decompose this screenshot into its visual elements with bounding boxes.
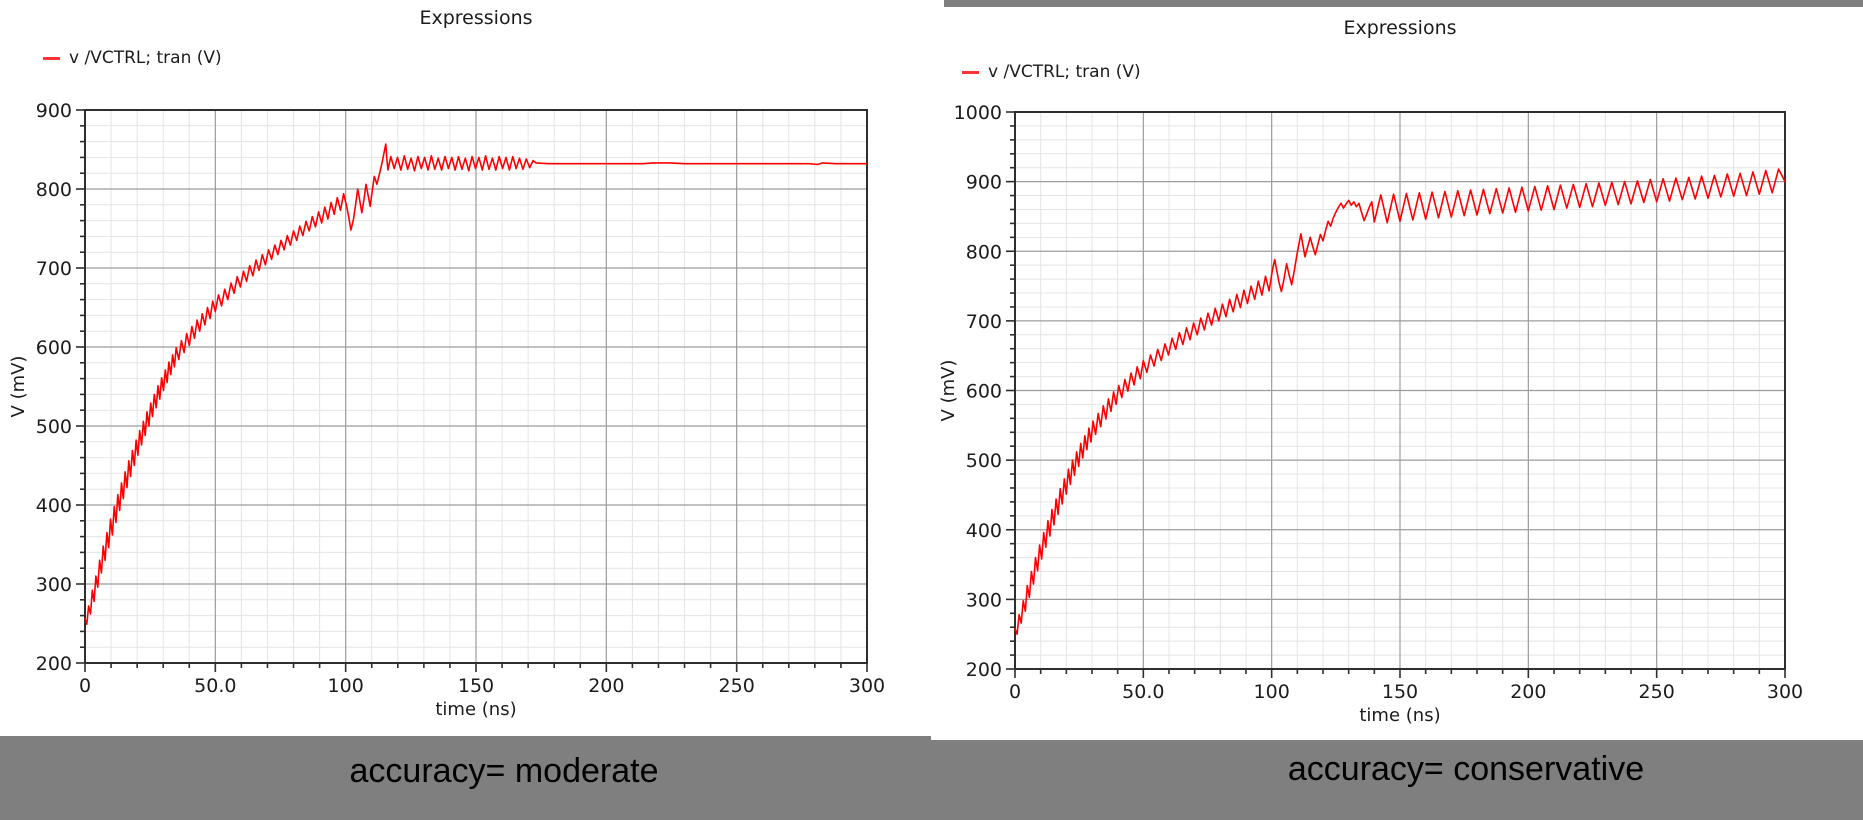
major-grid (85, 110, 867, 663)
y-tick-label: 200 (36, 653, 72, 675)
x-tick-label: 200 (588, 675, 624, 697)
x-tick-label: 50.0 (194, 675, 236, 697)
y-axis-label: V (mV) (938, 360, 959, 422)
y-tick-label: 400 (966, 520, 1002, 542)
x-tick-label: 50.0 (1122, 681, 1164, 703)
left-chart-legend: v /VCTRL; tran (V) (43, 48, 222, 68)
x-tick-label: 150 (1382, 681, 1418, 703)
y-tick-label: 500 (966, 450, 1002, 472)
chart-moderate: 0 50.0 100 150 200 250 300 200 300 400 500 600 700 80… (8, 100, 885, 720)
x-tick-label: 0 (79, 675, 91, 697)
axis-ticks (1006, 111, 1786, 678)
x-tick-label: 100 (328, 675, 364, 697)
y-tick-label: 800 (36, 179, 72, 201)
y-tick-label: 300 (36, 574, 72, 596)
tick-labels: 0 50.0 100 150 200 250 300 200 300 400 500 600 700 80… (954, 102, 1803, 703)
tick-labels: 0 50.0 100 150 200 250 300 200 300 400 500 600 700 80… (36, 100, 885, 697)
y-tick-label: 900 (966, 172, 1002, 194)
x-tick-label: 300 (849, 675, 885, 697)
chart-conservative: 0 50.0 100 150 200 250 300 200 300 400 500 600 700 80… (938, 102, 1803, 726)
x-tick-label: 100 (1254, 681, 1290, 703)
y-tick-label: 300 (966, 589, 1002, 611)
vctrl-trace (1014, 168, 1786, 636)
x-tick-label: 250 (719, 675, 755, 697)
right-chart-legend: v /VCTRL; tran (V) (962, 62, 1141, 82)
y-tick-label: 700 (966, 311, 1002, 333)
axis-ticks (76, 109, 868, 672)
legend-line-swatch-icon (43, 56, 60, 60)
left-caption-bar (0, 736, 931, 820)
y-tick-label: 600 (36, 337, 72, 359)
right-top-bar (944, 0, 1863, 7)
y-tick-label: 700 (36, 258, 72, 280)
y-tick-label: 800 (966, 241, 1002, 263)
x-tick-label: 300 (1767, 681, 1803, 703)
right-caption: accuracy= conservative (1287, 750, 1645, 788)
vctrl-trace (84, 143, 868, 626)
y-tick-label: 900 (36, 100, 72, 122)
y-tick-label: 1000 (954, 102, 1002, 124)
legend-line-swatch-icon (962, 70, 979, 74)
x-tick-label: 0 (1009, 681, 1021, 703)
x-tick-label: 200 (1510, 681, 1546, 703)
right-caption-bar (931, 740, 1863, 820)
y-axis-label: V (mV) (8, 356, 29, 418)
major-grid (1015, 112, 1785, 669)
right-chart-title: Expressions (1343, 17, 1457, 39)
x-axis-label: time (ns) (1359, 705, 1440, 726)
left-chart-title: Expressions (419, 7, 533, 29)
y-tick-label: 600 (966, 381, 1002, 403)
legend-label: v /VCTRL; tran (V) (69, 48, 222, 68)
x-tick-label: 150 (458, 675, 494, 697)
y-tick-label: 400 (36, 495, 72, 517)
left-caption: accuracy= moderate (349, 752, 659, 790)
y-tick-label: 500 (36, 416, 72, 438)
x-tick-label: 250 (1639, 681, 1675, 703)
x-axis-label: time (ns) (435, 699, 516, 720)
legend-label: v /VCTRL; tran (V) (988, 62, 1141, 82)
y-tick-label: 200 (966, 659, 1002, 681)
